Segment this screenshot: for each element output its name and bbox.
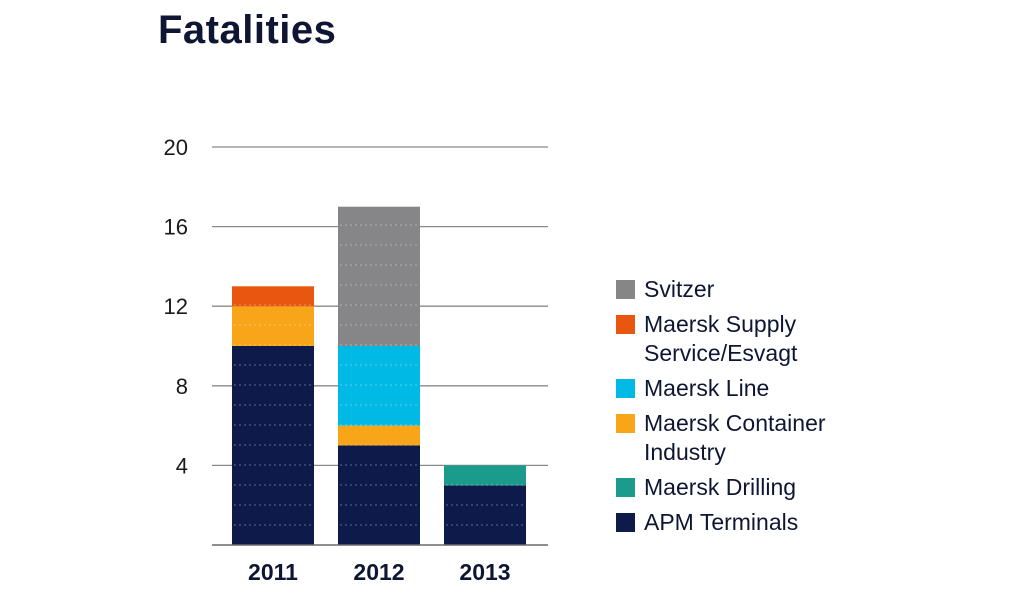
legend-swatch — [616, 315, 635, 334]
x-tick-label-2012: 2012 — [353, 559, 404, 585]
y-tick-label-16: 16 — [164, 215, 188, 240]
bar-segment-2011-maersk-supply-service-esvagt — [232, 286, 314, 307]
bar-segment-2012-maersk-line — [338, 346, 420, 426]
bar-segment-2013-apm-terminals — [444, 485, 526, 545]
legend-item: Maersk Supply Service/Esvagt — [616, 310, 896, 368]
legend: Svitzer Maersk Supply Service/Esvagt Maers… — [616, 275, 896, 543]
legend-label: Maersk Drilling — [644, 474, 797, 500]
bar-segment-2012-maersk-container-industry — [338, 425, 420, 446]
bar-segment-2012-svitzer — [338, 206, 420, 346]
legend-swatch — [616, 379, 635, 398]
legend-item: Maersk Container Industry — [616, 409, 896, 467]
legend-item: Maersk Line — [616, 374, 896, 403]
legend-label: Maersk Line — [644, 375, 770, 401]
legend-label: Maersk Container Industry — [644, 410, 826, 465]
chart-title: Fatalities — [158, 8, 337, 52]
bar-segment-2013-maersk-drilling — [444, 465, 526, 486]
legend-swatch — [616, 414, 635, 433]
y-tick-label-4: 4 — [176, 453, 188, 478]
x-tick-label-2011: 2011 — [248, 559, 298, 585]
legend-label: Maersk Supply Service/Esvagt — [644, 311, 798, 366]
legend-item: Svitzer — [616, 275, 896, 304]
legend-swatch — [616, 513, 635, 532]
y-tick-label-8: 8 — [176, 374, 188, 399]
y-tick-label-20: 20 — [164, 135, 188, 160]
bar-segment-2011-apm-terminals — [232, 346, 314, 545]
y-tick-label-12: 12 — [164, 294, 188, 319]
bar-segment-2012-apm-terminals — [338, 445, 420, 545]
legend-label: APM Terminals — [644, 509, 799, 535]
legend-item: Maersk Drilling — [616, 473, 896, 502]
x-tick-label-2013: 2013 — [459, 559, 510, 585]
legend-swatch — [616, 478, 635, 497]
legend-item: APM Terminals — [616, 508, 896, 537]
bar-segment-2011-maersk-container-industry — [232, 306, 314, 346]
legend-swatch — [616, 280, 635, 299]
legend-label: Svitzer — [644, 276, 715, 302]
